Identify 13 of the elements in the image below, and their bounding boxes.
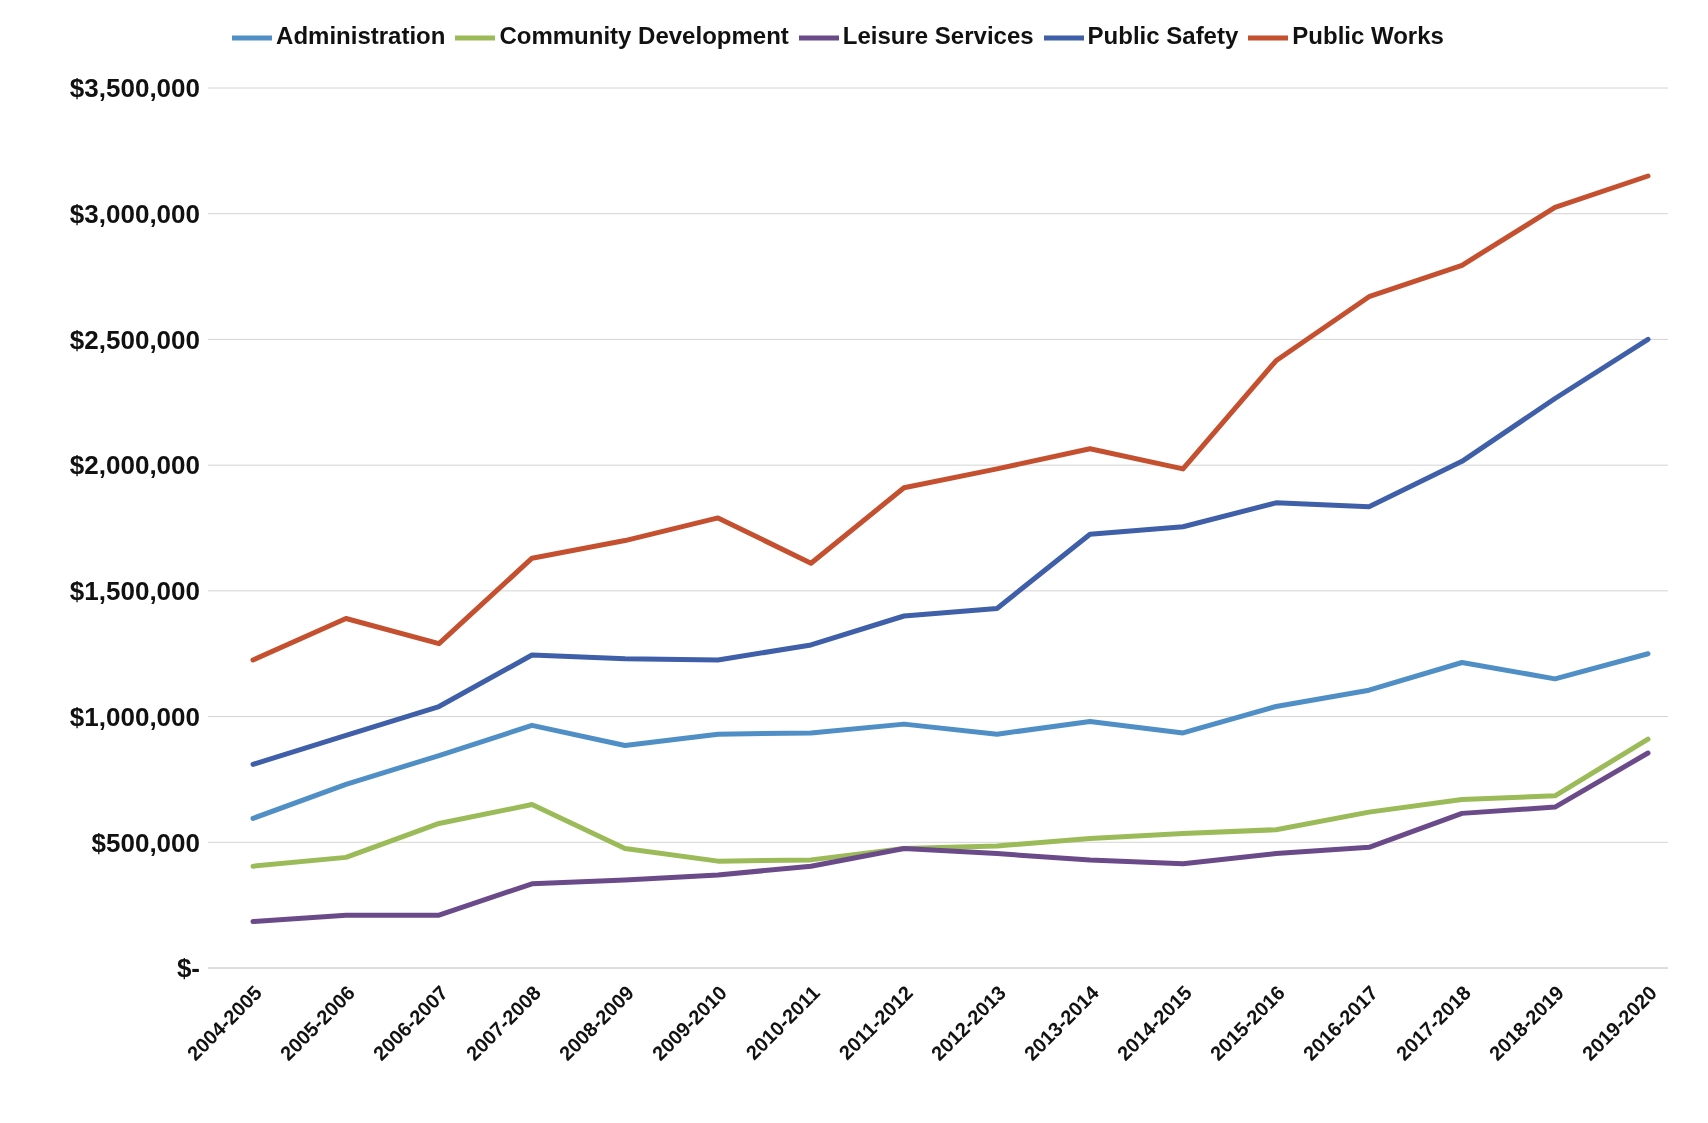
legend-label: Community Development [499, 22, 789, 50]
y-tick-label: $1,000,000 [69, 701, 200, 732]
y-tick-label: $2,000,000 [69, 450, 200, 481]
y-tick-label: $2,500,000 [69, 324, 200, 355]
legend-label: Administration [276, 22, 446, 50]
y-tick-label: $1,500,000 [69, 576, 200, 607]
y-tick-label: $500,000 [91, 827, 200, 858]
y-tick-label: $3,000,000 [69, 198, 200, 229]
legend-label: Public Works [1292, 22, 1444, 50]
y-tick-label: $3,500,000 [69, 73, 200, 104]
legend-label: Public Safety [1087, 22, 1239, 50]
y-tick-label: $- [176, 953, 200, 984]
legend-label: Leisure Services [842, 22, 1034, 50]
